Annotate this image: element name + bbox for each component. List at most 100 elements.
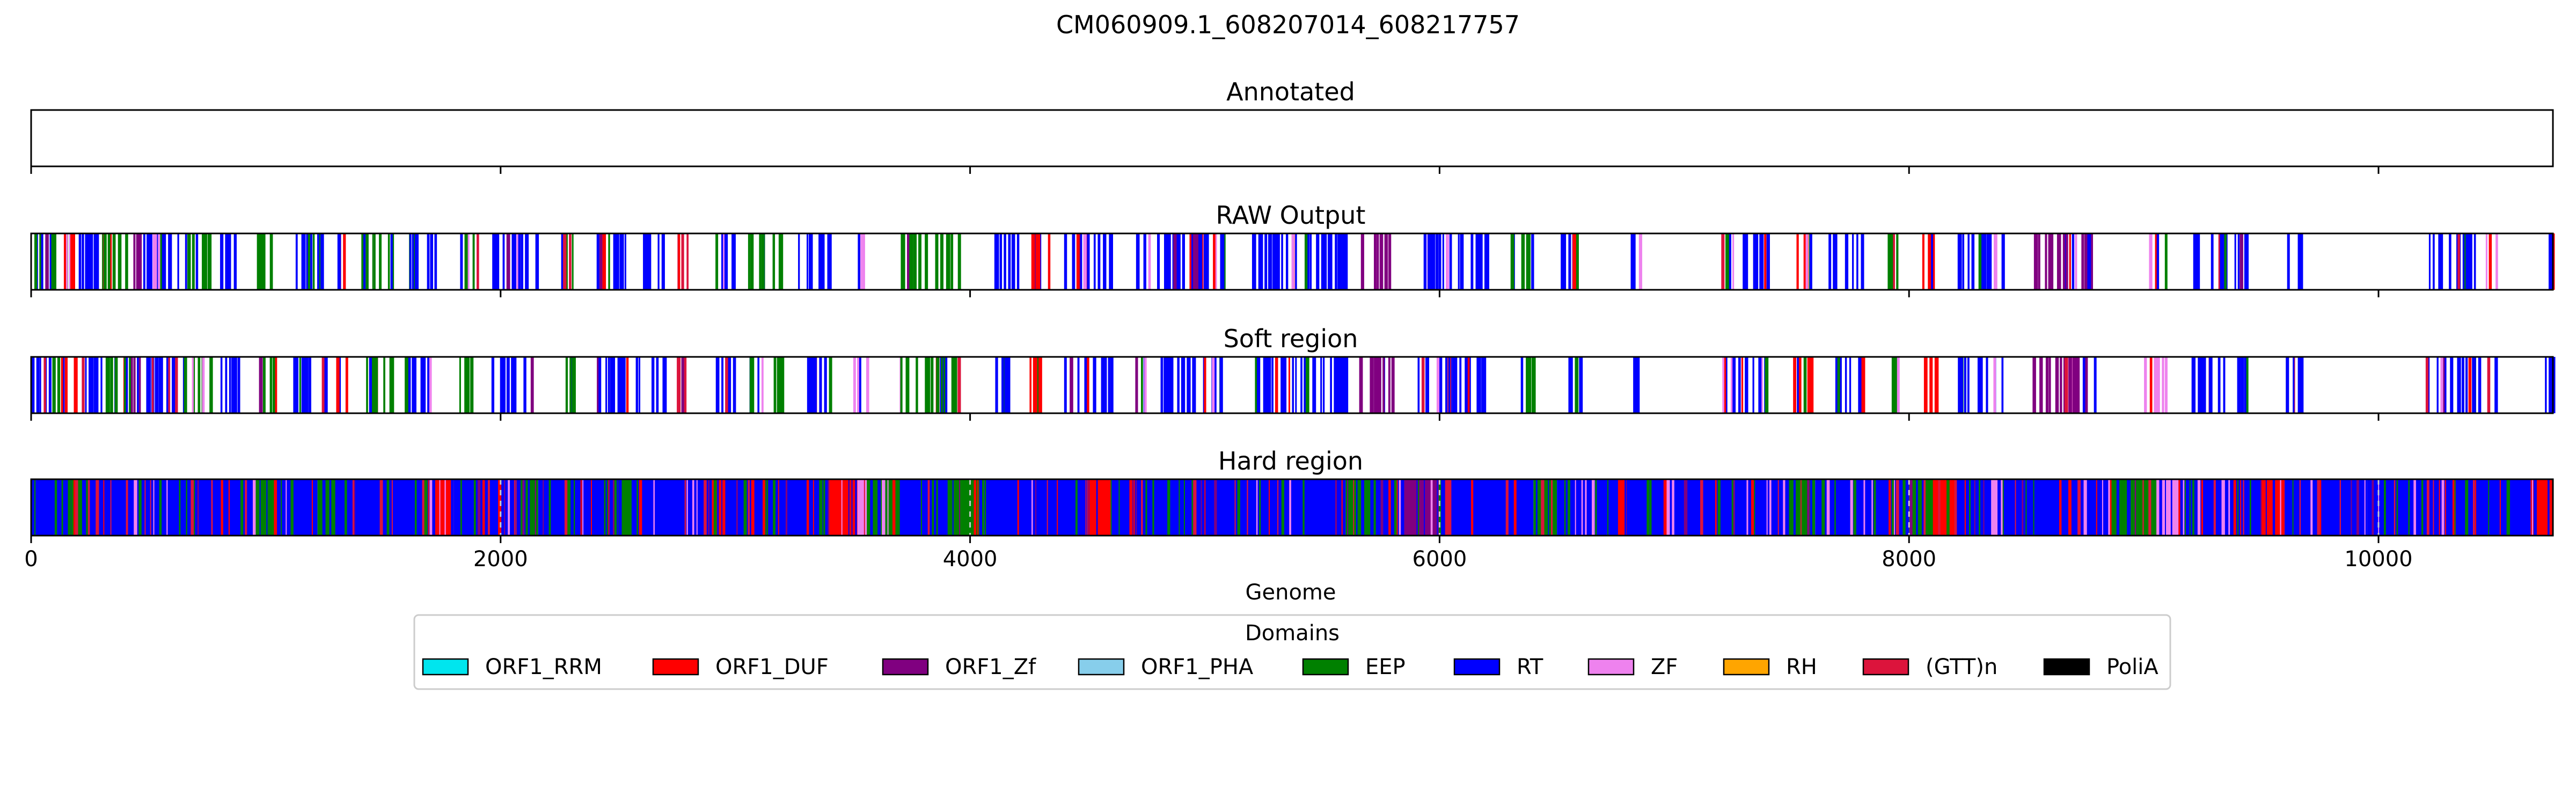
domain-stripe <box>153 479 155 536</box>
domain-stripe <box>936 357 940 413</box>
domain-stripe <box>1467 357 1470 413</box>
domain-stripe <box>1521 233 1525 290</box>
domain-stripe <box>941 357 943 413</box>
domain-stripe <box>1103 479 1105 536</box>
domain-stripe <box>1445 357 1448 413</box>
domain-stripe <box>1581 479 1583 536</box>
domain-stripe <box>569 233 572 290</box>
domain-stripe <box>1981 233 1983 290</box>
domain-stripe <box>1431 233 1436 290</box>
domain-stripe <box>1361 479 1364 536</box>
domain-stripe <box>2072 233 2075 290</box>
domain-stripe <box>1921 479 1924 536</box>
domain-stripe <box>1163 357 1166 413</box>
domain-stripe <box>2237 233 2240 290</box>
domain-stripe <box>390 233 393 290</box>
domain-stripe <box>1449 233 1452 290</box>
domain-stripe <box>412 233 414 290</box>
domain-stripe <box>309 233 313 290</box>
domain-stripe <box>1391 357 1395 413</box>
domain-stripe <box>1745 357 1748 413</box>
domain-stripe <box>1326 479 1327 536</box>
domain-stripe <box>379 479 383 536</box>
domain-stripe <box>1754 479 1755 536</box>
domain-stripe <box>1207 233 1209 290</box>
domain-stripe <box>545 479 547 536</box>
domain-stripe <box>2345 479 2348 536</box>
track-panel: RAW Output <box>30 201 2555 297</box>
domain-stripe <box>1761 233 1764 290</box>
domain-stripe <box>206 479 209 536</box>
legend-item: ORF1_DUF <box>652 655 829 679</box>
domain-stripe <box>495 479 496 536</box>
domain-stripe <box>1863 479 1865 536</box>
domain-stripe <box>572 233 574 290</box>
domain-stripe <box>345 479 347 536</box>
domain-segment <box>2108 479 2156 536</box>
domain-stripe <box>1531 479 1533 536</box>
domain-stripe <box>1512 233 1514 290</box>
domain-stripe <box>148 479 150 536</box>
domain-stripe <box>185 233 187 290</box>
domain-stripe <box>204 233 207 290</box>
domain-stripe <box>943 357 948 413</box>
domain-stripe <box>2445 479 2446 536</box>
domain-stripe <box>661 233 664 290</box>
domain-stripe <box>511 357 514 413</box>
domain-stripe <box>785 479 788 536</box>
domain-stripe <box>2204 357 2206 413</box>
domain-stripe <box>2039 357 2043 413</box>
domain-stripe <box>2394 479 2396 536</box>
domain-stripe <box>61 357 63 413</box>
domain-stripe <box>2234 233 2236 290</box>
domain-stripe <box>2511 479 2514 536</box>
domain-stripe <box>624 479 625 536</box>
domain-stripe <box>1093 233 1096 290</box>
domain-stripe <box>733 357 736 413</box>
domain-stripe <box>613 233 616 290</box>
domain-stripe <box>2052 479 2054 536</box>
domain-segment <box>254 479 275 536</box>
domain-stripe <box>1852 233 1854 290</box>
domain-stripe <box>1783 479 1785 536</box>
domain-stripe <box>1487 479 1489 536</box>
domain-stripe <box>925 357 928 413</box>
domain-stripe <box>52 357 55 413</box>
domain-stripe <box>910 233 913 290</box>
domain-stripe <box>496 233 500 290</box>
domain-stripe <box>1423 233 1427 290</box>
domain-stripe <box>1187 357 1191 413</box>
domain-stripe <box>725 479 727 536</box>
domain-stripe <box>124 357 127 413</box>
domain-stripe <box>412 357 415 413</box>
domain-stripe <box>2183 479 2185 536</box>
domain-stripe <box>1418 479 1419 536</box>
domain-stripe <box>1167 233 1171 290</box>
domain-stripe <box>1560 479 1563 536</box>
domain-stripe <box>721 233 723 290</box>
domain-stripe <box>957 233 961 290</box>
domain-stripe <box>482 479 485 536</box>
domain-stripe <box>1510 233 1513 290</box>
domain-stripe <box>296 357 299 413</box>
domain-stripe <box>439 479 441 536</box>
legend-label: ORF1_Zf <box>945 655 1036 679</box>
domain-stripe <box>329 479 332 536</box>
domain-segment <box>946 479 984 536</box>
domain-stripe <box>655 479 656 536</box>
domain-stripe <box>624 233 626 290</box>
domain-stripe <box>1271 357 1274 413</box>
legend-item: RH <box>1723 655 1817 679</box>
domain-stripe <box>924 479 928 536</box>
domain-stripe <box>1531 233 1534 290</box>
domain-stripe <box>38 479 40 536</box>
domain-stripe <box>1799 357 1802 413</box>
domain-stripe <box>898 479 900 536</box>
domain-stripe <box>369 357 372 413</box>
domain-stripe <box>1797 479 1799 536</box>
domain-stripe <box>1192 233 1195 290</box>
domain-stripe <box>1011 233 1015 290</box>
domain-stripe <box>2450 357 2454 413</box>
domain-stripe <box>704 479 707 536</box>
domain-stripe <box>2334 479 2336 536</box>
